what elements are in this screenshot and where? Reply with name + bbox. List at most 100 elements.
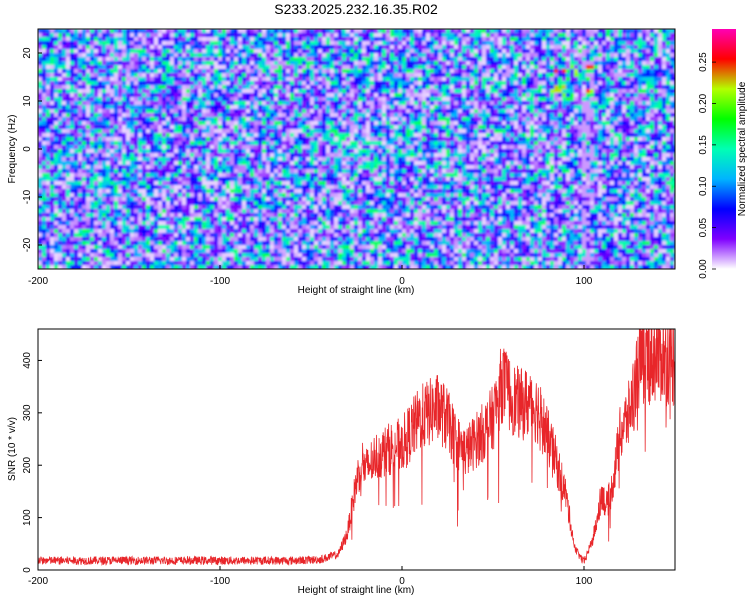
heatmap-cell [610,85,615,90]
heatmap-cell [398,81,403,86]
heatmap-cell [670,133,675,138]
heatmap-cell [190,37,195,42]
heatmap-cell [58,57,63,62]
heatmap-cell [150,105,155,110]
heatmap-cell [58,145,63,150]
heatmap-cell [514,149,519,154]
heatmap-cell [330,125,335,130]
heatmap-cell [462,89,467,94]
heatmap-cell [302,89,307,94]
heatmap-cell [566,33,571,38]
heatmap-cell [234,133,239,138]
heatmap-cell [234,49,239,54]
heatmap-cell [294,69,299,74]
heatmap-cell [642,137,647,142]
heatmap-cell [562,73,567,78]
heatmap-cell [170,73,175,78]
heatmap-cell [346,97,351,102]
heatmap-cell [198,93,203,98]
heatmap-cell [74,69,79,74]
heatmap-cell [366,73,371,78]
heatmap-cell [630,93,635,98]
heatmap-cell [430,77,435,82]
heatmap-cell [470,129,475,134]
heatmap-cell [506,137,511,142]
heatmap-cell [646,141,651,146]
heatmap-cell [498,109,503,114]
heatmap-cell [378,69,383,74]
heatmap-cell [238,145,243,150]
heatmap-cell [226,125,231,130]
heatmap-cell [62,105,67,110]
heatmap-cell [122,145,127,150]
heatmap-cell [622,53,627,58]
heatmap-cell [110,81,115,86]
heatmap-cell [526,101,531,106]
heatmap-cell [366,113,371,118]
heatmap-cell [314,29,319,34]
heatmap-cell [486,37,491,42]
heatmap-cell [290,69,295,74]
heatmap-cell [182,141,187,146]
heatmap-cell [590,89,595,94]
heatmap-cell [238,97,243,102]
heatmap-cell [206,37,211,42]
heatmap-cell [618,93,623,98]
heatmap-cell [246,57,251,62]
heatmap-cell [278,41,283,46]
heatmap-cell [122,81,127,86]
heatmap-cell [490,85,495,90]
heatmap-cell [178,57,183,62]
heatmap-cell [302,61,307,66]
heatmap-cell [206,65,211,70]
heatmap-cell [314,145,319,150]
heatmap-cell [630,81,635,86]
heatmap-cell [514,113,519,118]
heatmap-cell [146,149,151,154]
heatmap-cell [510,49,515,54]
heatmap-cell [202,89,207,94]
heatmap-cell [66,53,71,58]
heatmap-cell [542,65,547,70]
heatmap-cell [354,85,359,90]
heatmap-cell [114,145,119,150]
heatmap-cell [510,101,515,106]
heatmap-cell [334,61,339,66]
heatmap-cell [162,133,167,138]
heatmap-cell [138,69,143,74]
heatmap-cell [62,61,67,66]
heatmap-cell [94,149,99,154]
heatmap-cell [326,113,331,118]
heatmap-cell [194,69,199,74]
heatmap-cell [166,145,171,150]
heatmap-cell [178,117,183,122]
heatmap-cell [666,141,671,146]
heatmap-cell [642,61,647,66]
heatmap-cell [186,73,191,78]
heatmap-cell [230,81,235,86]
heatmap-cell [594,41,599,46]
heatmap-cell [546,89,551,94]
heatmap-cell [374,141,379,146]
heatmap-cell [62,53,67,58]
heatmap-cell [346,141,351,146]
heatmap-cell [490,89,495,94]
heatmap-cell [558,65,563,70]
heatmap-cell [266,101,271,106]
heatmap-cell [450,49,455,54]
heatmap-cell [578,113,583,118]
heatmap-cell [638,29,643,34]
heatmap-cell [666,77,671,82]
heatmap-cell [610,141,615,146]
heatmap-cell [470,45,475,50]
heatmap-cell [330,129,335,134]
heatmap-cell [462,105,467,110]
heatmap-cell [590,105,595,110]
heatmap-cell [122,129,127,134]
heatmap-cell [558,69,563,74]
heatmap-cell [470,141,475,146]
heatmap-cell [350,113,355,118]
heatmap-cell [658,101,663,106]
heatmap-cell [234,109,239,114]
heatmap-cell [602,65,607,70]
